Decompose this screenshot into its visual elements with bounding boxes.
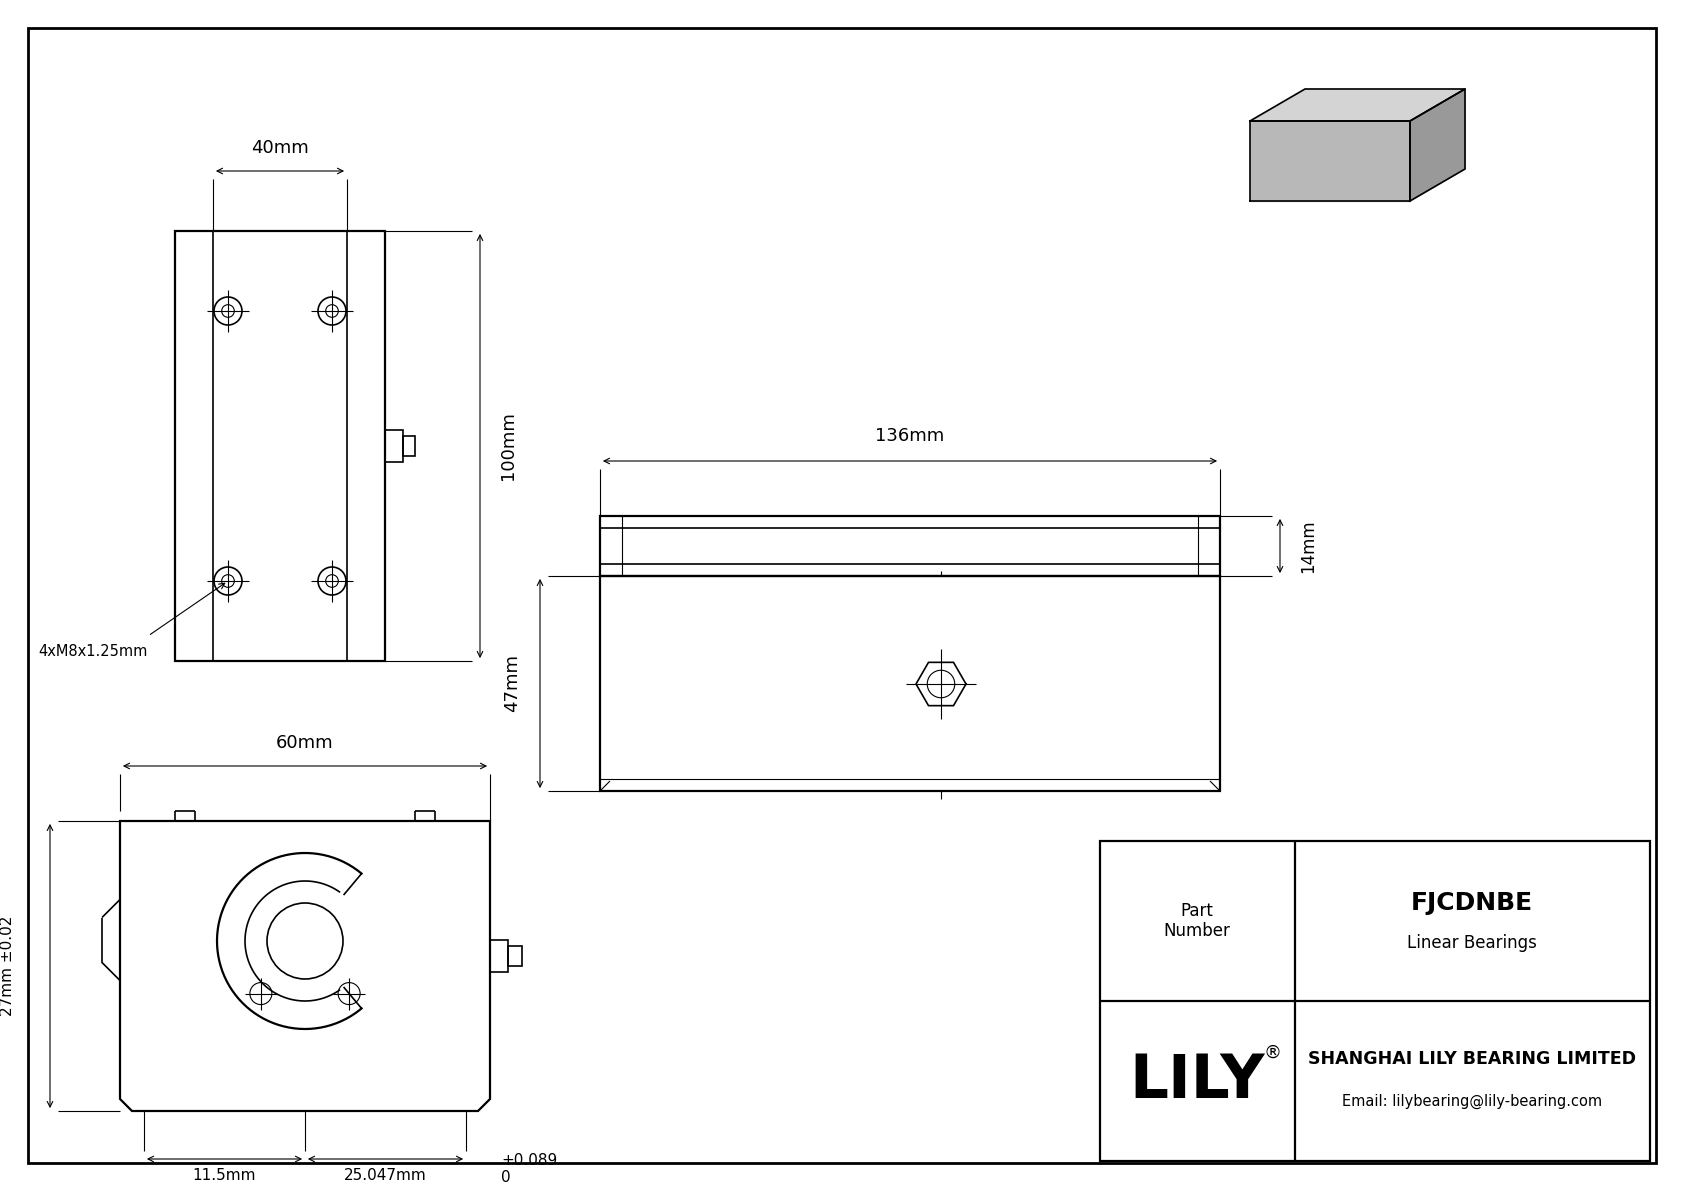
Text: Linear Bearings: Linear Bearings bbox=[1408, 934, 1537, 952]
Text: 40mm: 40mm bbox=[251, 139, 308, 157]
Bar bbox=[1100, 841, 1650, 1161]
Bar bbox=[490, 940, 509, 972]
Circle shape bbox=[1283, 174, 1297, 188]
Bar bbox=[386, 430, 402, 462]
Bar bbox=[600, 576, 1219, 791]
Text: FJCDNBE: FJCDNBE bbox=[1411, 891, 1532, 915]
Text: 25.047mm: 25.047mm bbox=[344, 1167, 426, 1183]
Text: ®: ® bbox=[1263, 1045, 1282, 1062]
Text: 11.5mm: 11.5mm bbox=[192, 1167, 256, 1183]
Bar bbox=[175, 231, 386, 661]
Text: 100mm: 100mm bbox=[498, 412, 517, 480]
Text: Part
Number: Part Number bbox=[1164, 902, 1231, 941]
Bar bbox=[600, 516, 1219, 576]
Text: 60mm: 60mm bbox=[276, 734, 333, 752]
Circle shape bbox=[1283, 135, 1297, 148]
Text: 4xM8x1.25mm: 4xM8x1.25mm bbox=[39, 643, 148, 659]
Text: 27mm ±0.02: 27mm ±0.02 bbox=[0, 916, 15, 1016]
Text: Email: lilybearing@lily-bearing.com: Email: lilybearing@lily-bearing.com bbox=[1342, 1093, 1601, 1109]
Polygon shape bbox=[1250, 89, 1465, 121]
Bar bbox=[509, 946, 522, 966]
Text: LILY: LILY bbox=[1130, 1052, 1265, 1110]
Text: 47mm: 47mm bbox=[504, 655, 520, 712]
Polygon shape bbox=[1410, 89, 1465, 201]
Text: 14mm: 14mm bbox=[1298, 519, 1317, 573]
Polygon shape bbox=[1250, 121, 1410, 201]
Circle shape bbox=[1362, 174, 1378, 188]
Text: SHANGHAI LILY BEARING LIMITED: SHANGHAI LILY BEARING LIMITED bbox=[1308, 1050, 1635, 1068]
Bar bbox=[402, 436, 414, 456]
Text: 136mm: 136mm bbox=[876, 428, 945, 445]
Text: +0.089
0: +0.089 0 bbox=[502, 1153, 557, 1185]
Circle shape bbox=[1362, 135, 1378, 148]
